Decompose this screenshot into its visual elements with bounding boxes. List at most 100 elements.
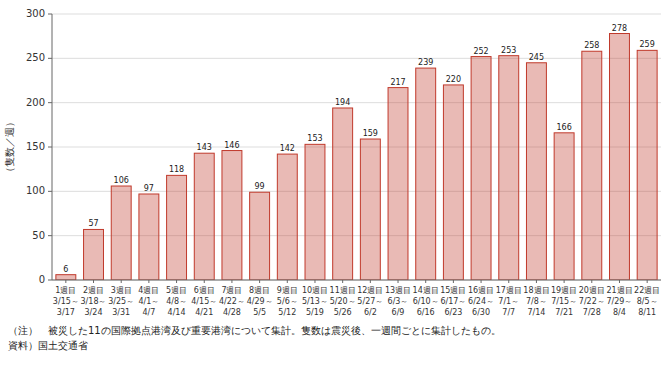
data-label: 159 bbox=[363, 129, 378, 138]
tick-mark bbox=[425, 280, 426, 283]
category-label-line: 6/9 bbox=[392, 308, 405, 317]
category-label-line: 3/31 bbox=[112, 308, 130, 317]
bar bbox=[499, 56, 519, 280]
category-label: 5週目4/8～4/14 bbox=[166, 286, 187, 317]
data-label: 118 bbox=[169, 165, 184, 174]
tick-mark bbox=[536, 280, 537, 283]
category-label-line: 9週目 bbox=[277, 286, 298, 295]
category-label-line: 15週目 bbox=[440, 286, 466, 295]
data-label: 239 bbox=[418, 58, 433, 67]
tick-mark bbox=[121, 280, 122, 283]
annotation: 資料）国土交通省 bbox=[8, 340, 88, 351]
category-label-line: 2週目 bbox=[83, 286, 104, 295]
category-label: 9週目5/6～5/12 bbox=[277, 286, 298, 317]
bar bbox=[582, 51, 602, 280]
tick-label: 50 bbox=[32, 230, 45, 241]
tick-mark bbox=[48, 280, 52, 281]
category-label-line: 7/14 bbox=[527, 308, 545, 317]
data-label: 217 bbox=[390, 78, 405, 87]
category-label-line: 5/12 bbox=[278, 308, 296, 317]
tick-mark bbox=[591, 280, 592, 283]
tick-label: 150 bbox=[26, 141, 45, 152]
tick-label: 250 bbox=[26, 52, 45, 63]
data-label: 6 bbox=[63, 265, 68, 274]
category-label-line: 4/22～ bbox=[219, 297, 245, 306]
category-label: 12週目5/27～6/2 bbox=[357, 286, 383, 317]
tick-mark bbox=[48, 58, 52, 59]
bar bbox=[56, 275, 76, 280]
category-label-line: 7週目 bbox=[221, 286, 242, 295]
category-label-line: 6/2 bbox=[364, 308, 377, 317]
data-label: 153 bbox=[307, 134, 322, 143]
data-label: 259 bbox=[640, 40, 655, 49]
category-label: 10週目5/13～5/19 bbox=[302, 286, 328, 317]
grid-line bbox=[52, 102, 661, 103]
bar bbox=[526, 63, 546, 280]
category-label-line: 22週目 bbox=[634, 286, 660, 295]
category-label-line: 5/27～ bbox=[357, 297, 383, 306]
bars bbox=[56, 34, 657, 280]
category-label-line: 7/15～ bbox=[551, 297, 577, 306]
chart: 0501001502002503006571069711814314699142… bbox=[0, 0, 671, 370]
tick-mark bbox=[48, 235, 52, 236]
category-label-line: 20週目 bbox=[579, 286, 605, 295]
tick-mark bbox=[93, 280, 94, 283]
tick-mark bbox=[48, 191, 52, 192]
y-axis-line bbox=[52, 14, 53, 280]
category-label: 7週目 4/22～ 4/28 bbox=[219, 286, 245, 317]
tick-mark bbox=[453, 280, 454, 283]
category-label-line: 6/23 bbox=[444, 308, 462, 317]
category-label-line: 4/28 bbox=[223, 308, 241, 317]
category-label-line: 11週目 bbox=[330, 286, 356, 295]
x-axis-line bbox=[52, 280, 661, 281]
bar bbox=[443, 85, 463, 280]
category-label-line: 7/29～ bbox=[606, 297, 632, 306]
bar bbox=[277, 154, 297, 280]
category-label-line: 16週目 bbox=[468, 286, 494, 295]
category-label-line: 6/24～ bbox=[468, 297, 494, 306]
data-labels: 6571069711814314699142153194159217239220… bbox=[63, 24, 655, 274]
category-label: 11週目5/20～5/26 bbox=[330, 286, 356, 317]
category-label-line: 1週目 bbox=[55, 286, 76, 295]
data-label: 106 bbox=[114, 176, 129, 185]
category-label-line: 4/29～ bbox=[247, 297, 273, 306]
category-label-line: 3/18～ bbox=[81, 297, 107, 306]
category-label-line: 3/17 bbox=[57, 308, 75, 317]
tick-mark bbox=[48, 147, 52, 148]
tick-mark bbox=[619, 280, 620, 283]
bar bbox=[111, 186, 131, 280]
bar bbox=[610, 34, 630, 280]
category-label-line: 17週目 bbox=[496, 286, 522, 295]
x-axis: 1週目3/15～3/172週目3/18～3/243週目3/25～3/314週目4… bbox=[53, 280, 660, 317]
grid-line bbox=[52, 58, 661, 59]
category-label-line: 7/22～ bbox=[579, 297, 605, 306]
data-label: 143 bbox=[197, 143, 212, 152]
category-label-line: 7/7 bbox=[502, 308, 515, 317]
category-label: 1週目3/15～3/17 bbox=[53, 286, 79, 317]
category-label-line: 6/30 bbox=[472, 308, 490, 317]
category-label: 16週目 6/24～ 6/30 bbox=[468, 286, 494, 317]
category-label-line: 6/3～ bbox=[388, 297, 409, 306]
tick-mark bbox=[481, 280, 482, 283]
category-label-line: 10週目 bbox=[302, 286, 328, 295]
bar bbox=[194, 153, 214, 280]
category-label: 6週目4/15～4/21 bbox=[191, 286, 217, 317]
data-label: 97 bbox=[144, 184, 154, 193]
tick-mark bbox=[287, 280, 288, 283]
category-label: 20週目 7/22～ 7/28 bbox=[579, 286, 605, 317]
tick-mark bbox=[204, 280, 205, 283]
tick-mark bbox=[564, 280, 565, 283]
category-label: 22週目8/5～8/11 bbox=[634, 286, 660, 317]
data-label: 142 bbox=[280, 144, 295, 153]
category-label-line: 4/21 bbox=[195, 308, 213, 317]
data-label: 252 bbox=[473, 47, 488, 56]
category-label-line: 7/8～ bbox=[526, 297, 547, 306]
tick-mark bbox=[342, 280, 343, 283]
category-label: 3週目3/25～3/31 bbox=[108, 286, 134, 317]
annotation: （注） 被災した11の国際拠点港湾及び重要港湾について集計。隻数は震災後、一週間… bbox=[8, 325, 501, 336]
category-label-line: 7/28 bbox=[583, 308, 601, 317]
tick-label: 0 bbox=[39, 274, 45, 285]
category-label: 17週目7/1～7/7 bbox=[496, 286, 522, 317]
y-axis: 050100150200250300 bbox=[26, 8, 661, 285]
bar bbox=[388, 88, 408, 280]
